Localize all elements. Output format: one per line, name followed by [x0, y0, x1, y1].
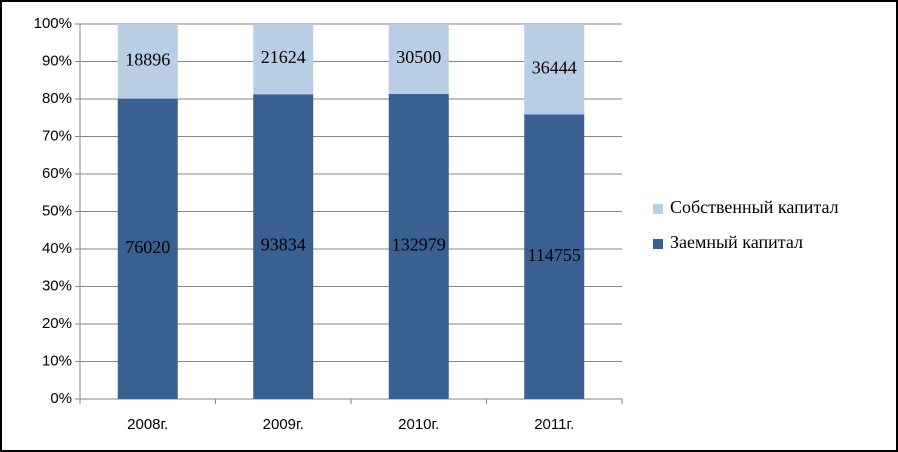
- y-tick-label: 80%: [42, 90, 72, 107]
- data-label: 132979: [392, 235, 446, 255]
- data-label: 36444: [532, 57, 577, 77]
- y-tick-label: 10%: [42, 352, 72, 369]
- bar-segment: [388, 93, 449, 400]
- data-label: 114755: [528, 245, 581, 265]
- x-tick-label: 2010г.: [398, 416, 439, 433]
- legend-swatch: [653, 204, 663, 214]
- bar-segment: [117, 98, 178, 399]
- bar-segment: [253, 94, 314, 399]
- y-tick-label: 70%: [42, 127, 72, 144]
- bar-segment: [388, 24, 449, 94]
- x-tick-label: 2011г.: [534, 416, 574, 433]
- y-tick-label: 100%: [34, 15, 72, 32]
- y-tick-label: 90%: [42, 52, 72, 69]
- data-label: 30500: [396, 47, 441, 67]
- y-tick-label: 60%: [42, 165, 72, 182]
- legend-label: Собственный капитал: [670, 197, 839, 217]
- data-label: 18896: [125, 49, 170, 69]
- data-label: 93834: [261, 235, 306, 255]
- y-tick-label: 50%: [42, 202, 72, 219]
- y-tick-label: 40%: [42, 240, 72, 257]
- data-label: 76020: [125, 237, 170, 257]
- bar-segment: [524, 114, 585, 399]
- y-tick-label: 30%: [42, 277, 72, 294]
- y-tick-label: 20%: [42, 315, 72, 332]
- legend-label: Заемный капитал: [670, 232, 803, 252]
- x-tick-label: 2009г.: [263, 416, 304, 433]
- data-label: 21624: [261, 47, 306, 67]
- bar-segment: [253, 24, 314, 95]
- y-tick-label: 0%: [50, 390, 72, 407]
- x-tick-label: 2008г.: [127, 416, 168, 433]
- bar-segment: [524, 24, 585, 115]
- bar-segment: [117, 24, 178, 99]
- legend-swatch: [653, 239, 663, 249]
